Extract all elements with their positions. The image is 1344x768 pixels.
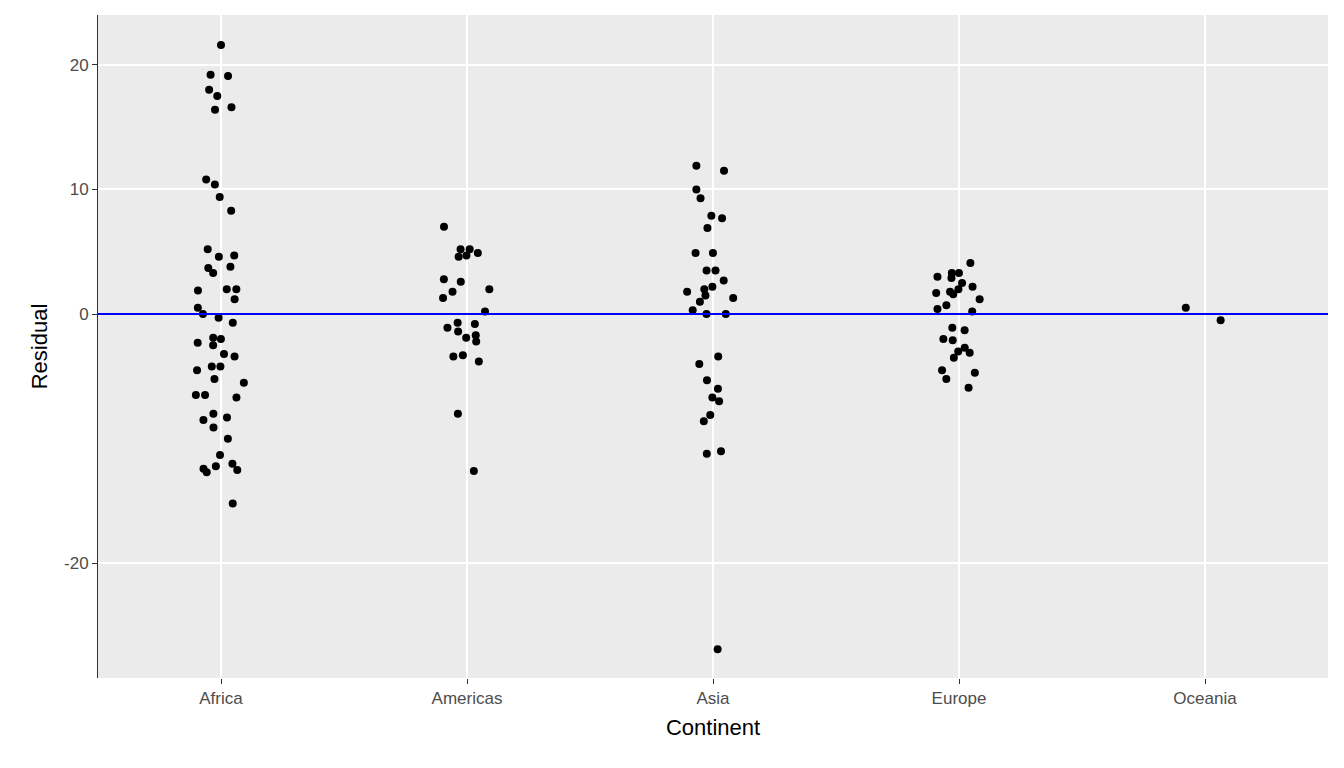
svg-text:Asia: Asia	[696, 689, 730, 708]
svg-text:Europe: Europe	[932, 689, 987, 708]
svg-text:Oceania: Oceania	[1173, 689, 1237, 708]
svg-text:10: 10	[70, 180, 89, 199]
svg-text:20: 20	[70, 56, 89, 75]
svg-text:Continent: Continent	[666, 715, 760, 740]
svg-text:Africa: Africa	[199, 689, 243, 708]
svg-text:0: 0	[79, 305, 88, 324]
svg-text:-20: -20	[64, 554, 89, 573]
svg-text:Residual: Residual	[27, 304, 52, 390]
svg-text:Americas: Americas	[432, 689, 503, 708]
